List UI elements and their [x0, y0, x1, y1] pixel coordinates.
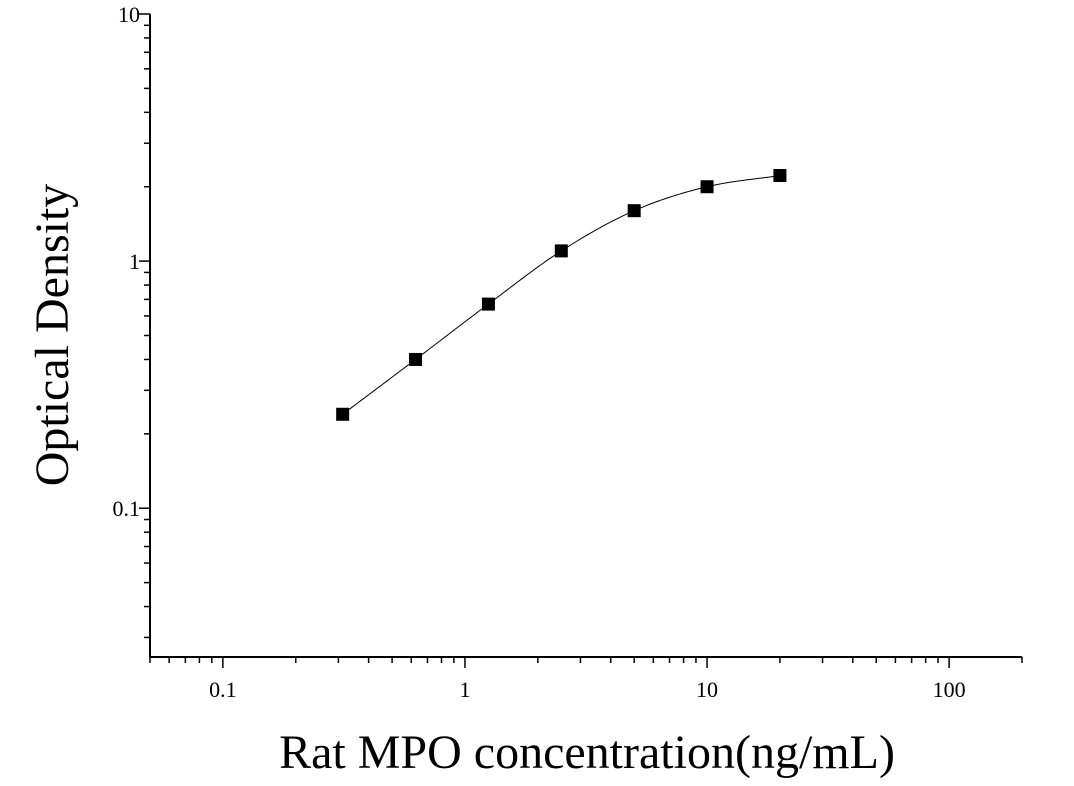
- axes: [149, 14, 1022, 658]
- y-axis-title: Optical Density: [26, 184, 79, 487]
- plot-area: [336, 169, 787, 421]
- data-point: [773, 169, 787, 183]
- data-point: [409, 352, 423, 366]
- x-tick-label: 1: [459, 677, 470, 702]
- x-tick-label: 0.1: [209, 677, 237, 702]
- data-point: [627, 204, 641, 218]
- x-tick-label: 100: [933, 677, 966, 702]
- y-tick-label: 1: [129, 249, 140, 274]
- ticks: 0.1 1 10 100 0.1 1 10: [113, 2, 1023, 702]
- data-point: [481, 297, 495, 311]
- data-point: [336, 407, 350, 421]
- data-point: [700, 180, 714, 194]
- fit-curve: [342, 175, 780, 415]
- x-tick-label: 10: [696, 677, 718, 702]
- data-point: [554, 244, 568, 258]
- y-tick-label: 0.1: [113, 496, 141, 521]
- x-axis-title: Rat MPO concentration(ng/mL): [279, 726, 895, 779]
- y-tick-label: 10: [118, 2, 140, 27]
